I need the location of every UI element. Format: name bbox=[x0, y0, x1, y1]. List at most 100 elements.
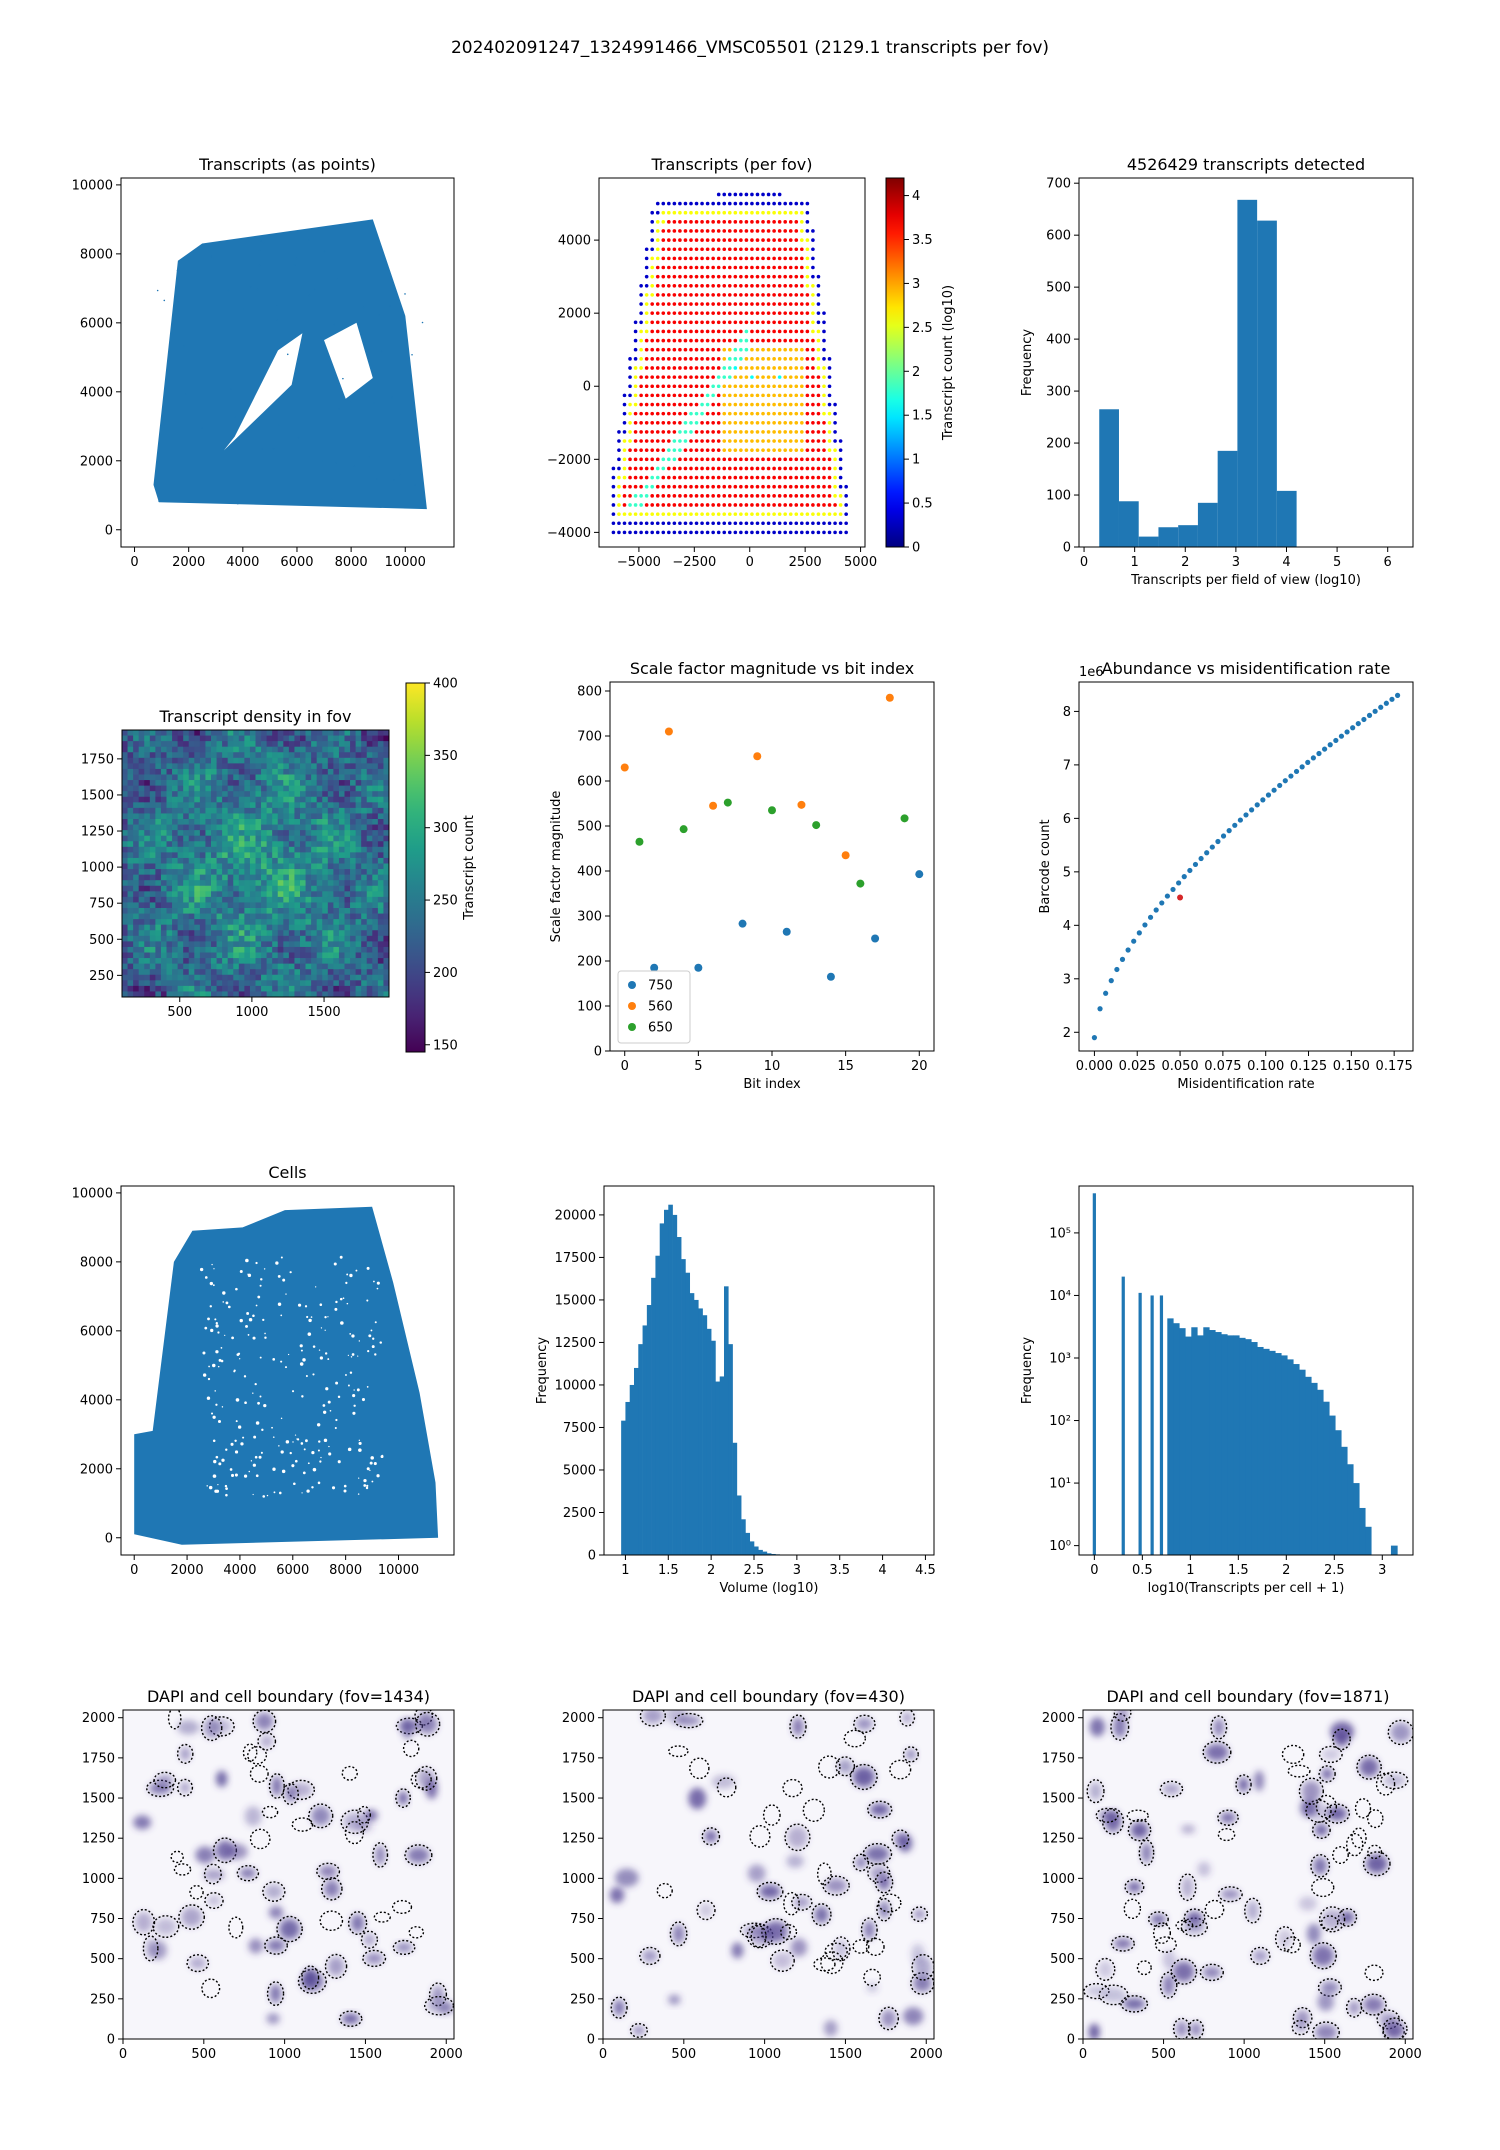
x-tick-label: 4 bbox=[878, 1563, 886, 1578]
fov-point bbox=[672, 311, 677, 315]
density-cell bbox=[194, 963, 201, 970]
fov-point bbox=[811, 283, 815, 288]
fov-point bbox=[716, 512, 721, 516]
cell-gap bbox=[335, 1418, 338, 1422]
density-cell bbox=[249, 919, 256, 926]
fov-point bbox=[772, 484, 776, 489]
density-cell bbox=[355, 824, 362, 831]
density-cell bbox=[222, 863, 229, 870]
cell-gap bbox=[293, 1482, 296, 1486]
fov-point bbox=[739, 329, 743, 334]
density-cell bbox=[355, 835, 362, 842]
fov-point bbox=[689, 220, 693, 224]
fov-point bbox=[716, 229, 721, 233]
cell-gap bbox=[246, 1312, 250, 1315]
fov-point bbox=[822, 457, 826, 462]
density-cell bbox=[366, 841, 373, 848]
density-cell bbox=[294, 819, 301, 825]
cell-boundary bbox=[320, 1877, 343, 1901]
density-cell bbox=[372, 780, 379, 787]
fov-point bbox=[777, 274, 782, 279]
fov-point bbox=[633, 521, 638, 526]
cell-gap bbox=[353, 1404, 356, 1407]
fov-point bbox=[838, 521, 843, 526]
density-cell bbox=[372, 919, 379, 926]
density-cell bbox=[133, 735, 140, 742]
density-cell bbox=[122, 952, 128, 959]
density-cell bbox=[205, 874, 212, 881]
y-tick-label: 750 bbox=[90, 1912, 115, 1927]
fov-point bbox=[816, 420, 821, 425]
density-cell bbox=[300, 924, 306, 931]
density-cell bbox=[172, 930, 179, 937]
density-cell bbox=[133, 835, 140, 842]
density-cell bbox=[344, 768, 351, 775]
density-cell bbox=[233, 874, 240, 881]
fov-point bbox=[772, 238, 776, 242]
density-cell bbox=[366, 952, 373, 959]
fov-point bbox=[733, 375, 738, 379]
y-tick-label: 0 bbox=[1063, 541, 1071, 556]
fov-point bbox=[788, 530, 793, 535]
x-tick-label: 2000 bbox=[171, 1563, 204, 1578]
density-cell bbox=[355, 774, 362, 781]
fov-point bbox=[667, 238, 671, 242]
fov-point bbox=[727, 229, 732, 233]
fov-point bbox=[766, 439, 771, 443]
cell-boundary bbox=[247, 1746, 268, 1765]
density-cell bbox=[233, 746, 240, 753]
fov-point bbox=[622, 530, 627, 535]
density-cell bbox=[366, 985, 373, 992]
density-cell bbox=[327, 991, 334, 997]
density-cell bbox=[205, 802, 212, 809]
density-cell bbox=[155, 746, 162, 753]
fov-point bbox=[733, 357, 738, 361]
density-cell bbox=[211, 913, 217, 920]
fov-point bbox=[805, 366, 810, 370]
fov-point bbox=[744, 375, 749, 379]
density-cell bbox=[338, 991, 345, 997]
fov-point bbox=[816, 283, 821, 288]
density-cell bbox=[244, 830, 251, 837]
density-cell bbox=[300, 952, 306, 959]
panel-title: DAPI and cell boundary (fov=430) bbox=[632, 1687, 905, 1706]
density-cell bbox=[188, 969, 195, 976]
cell-boundary bbox=[402, 1739, 420, 1758]
fov-point bbox=[750, 448, 754, 452]
nucleus bbox=[327, 1956, 345, 1976]
fov-point bbox=[766, 430, 771, 434]
density-cell bbox=[338, 924, 345, 931]
cell-gap bbox=[261, 1428, 264, 1432]
fov-point bbox=[650, 430, 654, 434]
fov-point bbox=[689, 274, 693, 279]
density-cell bbox=[238, 896, 245, 903]
density-cell bbox=[160, 852, 167, 859]
density-cell bbox=[127, 991, 134, 997]
density-cell bbox=[344, 880, 351, 887]
density-cell bbox=[294, 985, 301, 992]
density-cell bbox=[133, 846, 140, 853]
density-cell bbox=[127, 985, 134, 992]
density-cell bbox=[300, 768, 306, 775]
density-cell bbox=[361, 830, 368, 837]
fov-point bbox=[727, 201, 732, 206]
fov-point bbox=[783, 466, 787, 471]
density-cell bbox=[272, 952, 279, 959]
density-cell bbox=[300, 869, 306, 876]
density-cell bbox=[199, 774, 206, 781]
fov-point bbox=[661, 448, 666, 452]
fov-point bbox=[716, 210, 721, 215]
cell-gap bbox=[325, 1387, 329, 1391]
density-cell bbox=[333, 941, 340, 948]
fov-point bbox=[777, 329, 782, 334]
density-cell bbox=[183, 891, 190, 898]
density-cell bbox=[177, 891, 184, 898]
panel-title: Scale factor magnitude vs bit index bbox=[630, 659, 914, 678]
fov-point bbox=[733, 201, 738, 206]
fov-point bbox=[800, 521, 804, 526]
fov-point bbox=[678, 311, 682, 315]
density-cell bbox=[249, 852, 256, 859]
density-cell bbox=[183, 780, 190, 787]
cell-boundary bbox=[152, 1915, 180, 1939]
cell-boundary bbox=[249, 1764, 269, 1783]
